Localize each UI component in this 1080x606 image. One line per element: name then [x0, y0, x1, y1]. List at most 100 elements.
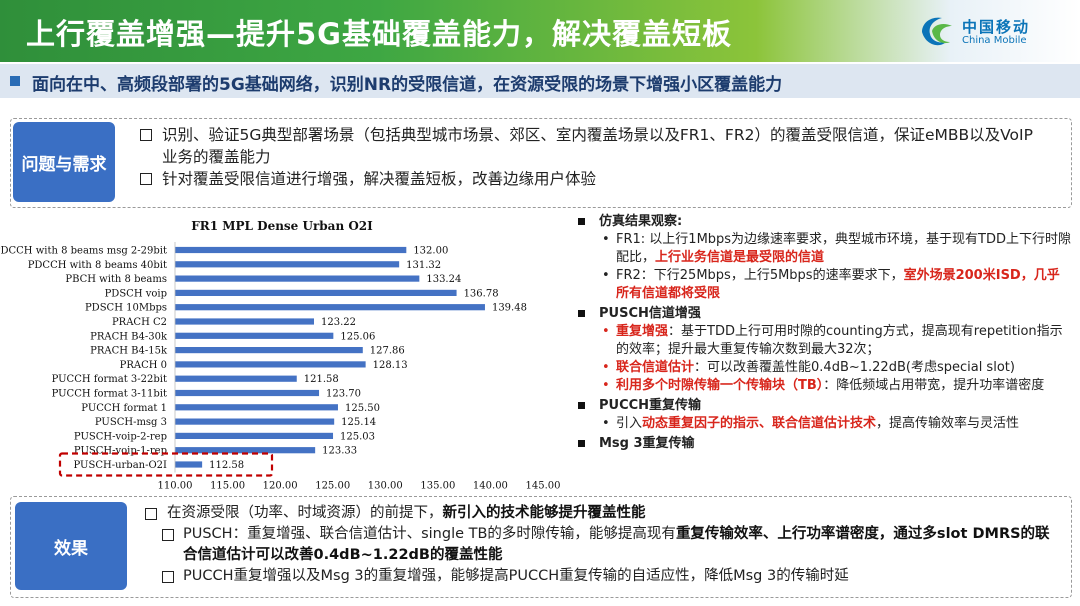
obs-sim-title: 仿真结果观察:	[599, 214, 683, 229]
highlight-box	[58, 452, 274, 477]
value-label: 127.86	[370, 346, 405, 357]
effect-item-text: PUSCH：重复增强、联合信道估计、single TB的多时隙传输，能够提高现有	[183, 526, 676, 542]
x-tick-label: 120.00	[263, 481, 298, 492]
obs-item: • FR2：下行25Mbps，上行5Mbps的速率要求下，室外场景200米ISD，…	[572, 267, 1072, 303]
bar	[175, 404, 338, 411]
dot-bullet-icon: •	[602, 378, 610, 393]
effect-item-bold: 重复传输效率、上行功率谱密度，通过多slot DMRS的联合信道估计可以改善0.…	[183, 526, 1050, 563]
square-bullet-icon	[578, 402, 585, 409]
value-label: 121.58	[304, 374, 339, 385]
effect-item: 在资源受限（功率、时域资源）的前提下，新引入的技术能够提升覆盖性能	[145, 503, 1050, 524]
checkbox-bullet-icon	[140, 173, 152, 185]
value-label: 131.32	[406, 260, 441, 271]
obs-msg3-title: Msg 3重复传输	[599, 436, 695, 451]
category-label: PUCCH format 3-22bit	[52, 374, 167, 385]
obs-pusch-2-text: ：可以改善覆盖性能0.4dB~1.22dB(考虑special slot)	[694, 360, 1015, 375]
effect-item: PUCCH重复增强以及Msg 3的重复增强，能够提高PUCCH重复传输的自适应性…	[145, 566, 1050, 587]
obs-pucch-highlight: 动态重复因子的指示、联合信道估计技术	[642, 416, 877, 431]
checkbox-bullet-icon	[162, 529, 174, 541]
obs-heading: 仿真结果观察:	[572, 213, 1072, 231]
logo-text-cn: 中国移动	[962, 18, 1031, 36]
category-label: PRACH C2	[112, 317, 167, 328]
bar	[175, 361, 366, 368]
obs-fr1-highlight: 上行业务信道是最受限的信道	[655, 250, 825, 265]
bar	[175, 347, 363, 354]
value-label: 123.22	[321, 317, 356, 328]
category-label: PUSCH-urban-O2I	[74, 460, 168, 471]
chart-svg: FR1 MPL Dense Urban O2I PDCCH with 8 bea…	[0, 219, 561, 492]
effect-box	[10, 496, 1072, 598]
dot-bullet-icon: •	[602, 416, 610, 431]
value-label: 123.33	[322, 446, 357, 457]
obs-pusch-3-text: ：降低频域占用带宽，提升功率谱密度	[823, 378, 1045, 393]
value-label: 125.03	[340, 431, 375, 442]
category-label: PUSCH-voip-2-rep	[74, 431, 167, 442]
obs-item: • 重复增强：基于TDD上行可用时隙的counting方式，提高现有repetit…	[572, 323, 1072, 359]
category-label: PUSCH-msg 3	[95, 417, 167, 428]
page-title: 上行覆盖增强—提升5G基础覆盖能力，解决覆盖短板	[26, 17, 732, 51]
dot-bullet-icon: •	[602, 324, 610, 339]
effect-item-bold: 新引入的技术能够提升覆盖性能	[442, 505, 646, 521]
square-bullet-icon	[578, 218, 585, 225]
value-label: 133.24	[426, 274, 461, 285]
category-label: PRACH B4-30k	[90, 331, 168, 342]
x-tick-label: 130.00	[368, 481, 403, 492]
x-tick-label: 145.00	[526, 481, 561, 492]
problem-item: 针对覆盖受限信道进行增强，解决覆盖短板，改善边缘用户体验	[140, 168, 1045, 190]
problem-box	[10, 118, 1072, 208]
category-label: PDSCH 10Mbps	[85, 303, 167, 314]
subheader-text: 面向在中、高频段部署的5G基础网络，识别NR的受限信道，在资源受限的场景下增强小…	[32, 75, 783, 95]
value-label: 128.13	[373, 360, 408, 371]
obs-heading: PUSCH信道增强	[572, 305, 1072, 323]
bar	[175, 318, 314, 325]
bar	[175, 375, 297, 382]
category-label: PUCCH format 1	[81, 403, 167, 414]
value-label: 136.78	[464, 288, 499, 299]
category-label: PUSCH-voip-1-rep	[74, 446, 167, 457]
bar-chart: FR1 MPL Dense Urban O2I PDCCH with 8 bea…	[0, 212, 565, 497]
effect-item: PUSCH：重复增强、联合信道估计、single TB的多时隙传输，能够提高现有…	[145, 524, 1050, 566]
obs-item: • 利用多个时隙传输一个传输块（TB）：降低频域占用带宽，提升功率谱密度	[572, 377, 1072, 395]
category-label: PDCCH with 8 beams 40bit	[28, 260, 167, 271]
bar	[175, 261, 400, 268]
x-tick-label: 115.00	[210, 481, 245, 492]
obs-pusch-2-highlight: 联合信道估计	[616, 360, 695, 375]
china-mobile-logo-icon	[922, 17, 952, 46]
china-mobile-logo: 中国移动 China Mobile	[918, 14, 1058, 50]
bars-group	[175, 246, 485, 468]
obs-heading: PUCCH重复传输	[572, 397, 1072, 415]
problem-item-text: 识别、验证5G典型部署场景（包括典型城市场景、郊区、室内覆盖场景以及FR1、FR…	[162, 126, 1033, 166]
checkbox-bullet-icon	[140, 129, 152, 141]
checkbox-bullet-icon	[162, 571, 174, 583]
bar	[175, 461, 203, 468]
x-tick-label: 110.00	[158, 481, 193, 492]
problem-content: 识别、验证5G典型部署场景（包括典型城市场景、郊区、室内覆盖场景以及FR1、FR…	[140, 124, 1045, 190]
value-label: 125.50	[345, 403, 380, 414]
bar	[175, 389, 320, 397]
obs-fr2-text: FR2：下行25Mbps，上行5Mbps的速率要求下，	[616, 268, 904, 283]
effect-item-text: PUCCH重复增强以及Msg 3的重复增强，能够提高PUCCH重复传输的自适应性…	[183, 568, 849, 584]
obs-item: • 联合信道估计：可以改善覆盖性能0.4dB~1.22dB(考虑special s…	[572, 359, 1072, 377]
value-label: 125.14	[341, 417, 376, 428]
bar	[175, 418, 335, 425]
value-label: 112.58	[209, 460, 244, 471]
obs-heading: Msg 3重复传输	[572, 435, 1072, 453]
obs-pusch-title: PUSCH信道增强	[599, 306, 701, 321]
value-label: 139.48	[492, 303, 527, 314]
chart-title: FR1 MPL Dense Urban O2I	[191, 219, 373, 233]
category-label: PUCCH format 3-11bit	[52, 389, 167, 400]
category-label: PDCCH with 8 beams msg 2-29bit	[0, 246, 167, 257]
obs-pusch-1-text: ：基于TDD上行可用时隙的counting方式，提高现有repetition指示…	[616, 324, 1063, 357]
category-labels-group: PDCCH with 8 beams msg 2-29bit PDCCH with…	[0, 246, 168, 472]
bar	[175, 289, 457, 296]
value-label: 123.70	[326, 389, 361, 400]
category-label: PBCH with 8 beams	[65, 274, 167, 285]
x-tick-label: 125.00	[315, 481, 350, 492]
dot-bullet-icon: •	[602, 232, 610, 247]
logo-text-en: China Mobile	[962, 35, 1027, 46]
obs-pucch-text-a: 引入	[616, 416, 643, 431]
x-tick-label: 140.00	[473, 481, 508, 492]
effect-item-text: 在资源受限（功率、时域资源）的前提下，	[167, 505, 443, 521]
value-label: 125.06	[340, 331, 375, 342]
